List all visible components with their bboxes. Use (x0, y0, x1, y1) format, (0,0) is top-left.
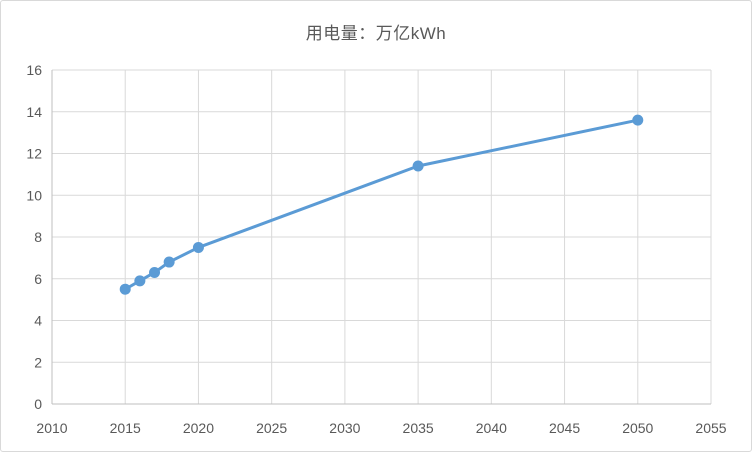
x-axis-tick-label: 2045 (549, 420, 580, 436)
y-axis-tick-label: 8 (34, 229, 42, 245)
y-axis-tick-label: 14 (26, 104, 42, 120)
data-point-marker (412, 160, 424, 172)
data-point-marker (632, 114, 644, 126)
x-axis-tick-label: 2035 (403, 420, 434, 436)
data-point-marker (163, 256, 175, 268)
y-axis-tick-label: 4 (34, 313, 42, 329)
x-axis-tick-label: 2050 (622, 420, 653, 436)
data-point-marker (119, 283, 131, 295)
x-axis-tick-label: 2015 (110, 420, 141, 436)
x-axis-tick-label: 2040 (476, 420, 507, 436)
x-axis-tick-label: 2020 (183, 420, 214, 436)
chart-title: 用电量：万亿kWh (305, 24, 447, 43)
y-axis-tick-label: 0 (34, 396, 42, 412)
data-series-line (123, 118, 640, 291)
y-axis-tick-label: 6 (34, 271, 42, 287)
y-axis-tick-label: 2 (34, 354, 42, 370)
data-point-marker (134, 275, 146, 287)
x-axis-tick-label: 2030 (329, 420, 360, 436)
x-axis-tick-label: 2010 (36, 420, 67, 436)
y-axis-tick-label: 10 (26, 187, 42, 203)
y-axis-tick-label: 12 (26, 146, 42, 162)
x-axis-tick-label: 2055 (695, 420, 726, 436)
data-point-marker (149, 266, 161, 278)
data-point-marker (192, 241, 204, 253)
x-axis-tick-label: 2025 (256, 420, 287, 436)
y-axis-tick-label: 16 (26, 62, 42, 78)
